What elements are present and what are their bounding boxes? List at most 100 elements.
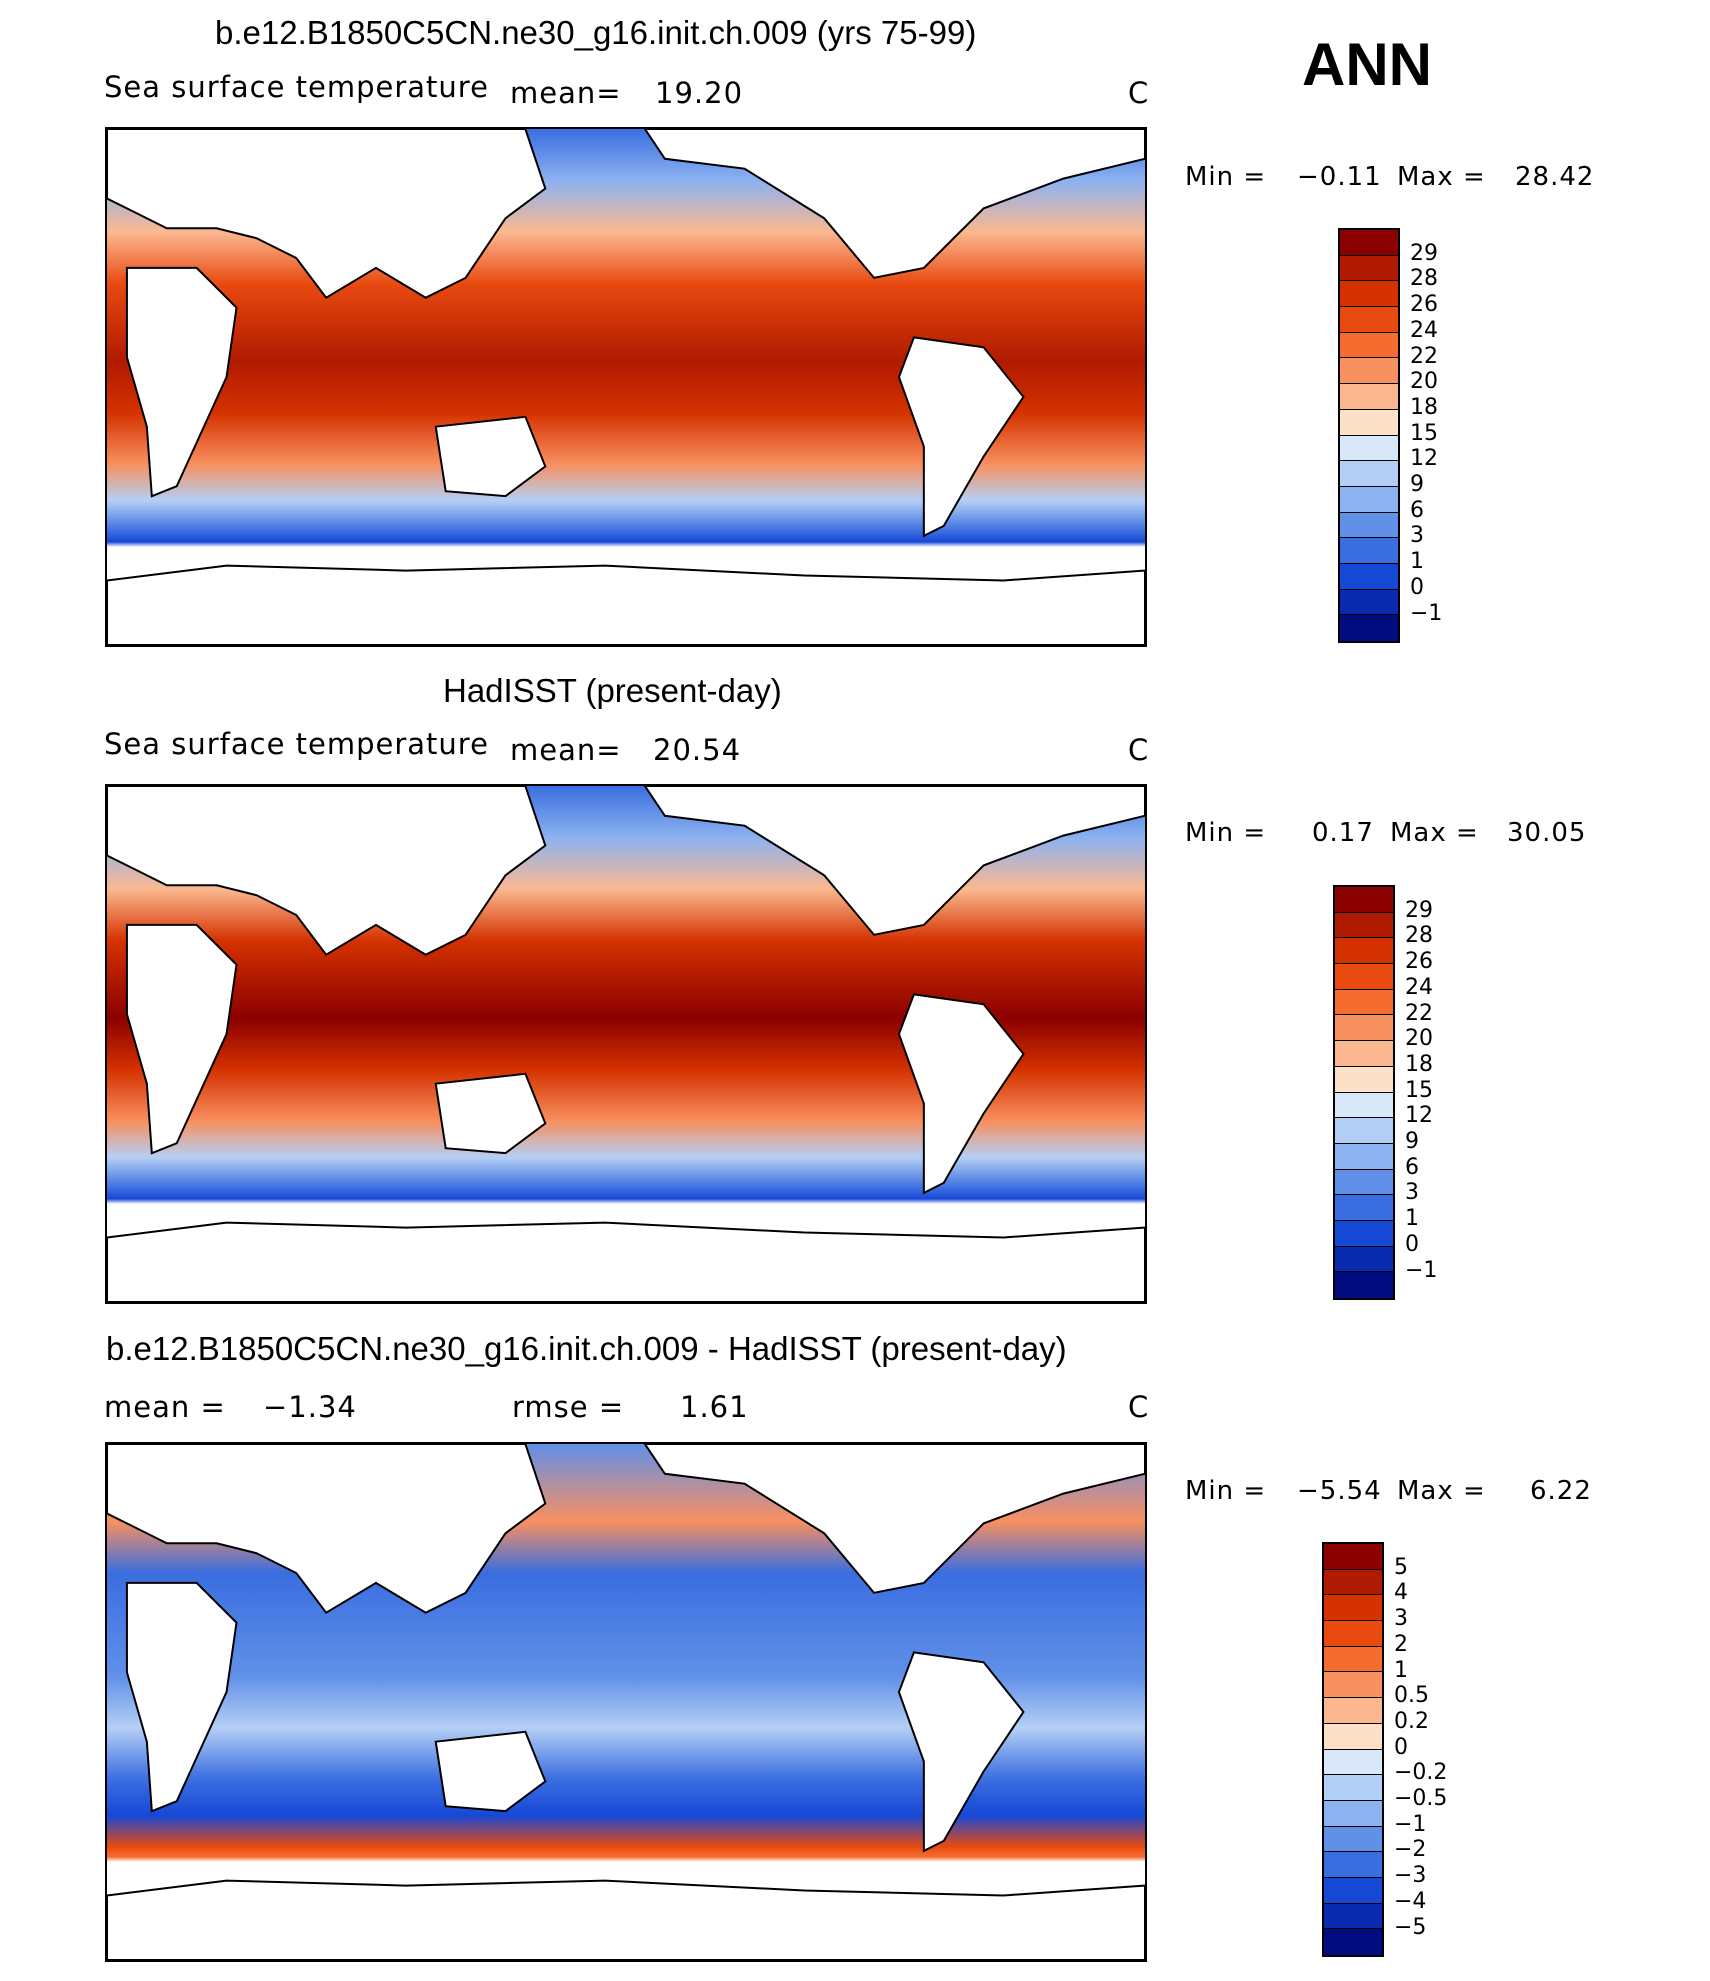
panel-1-map: [105, 127, 1147, 647]
panel-3-map-svg: [107, 1444, 1145, 1960]
colorbar-swatch: [1340, 358, 1398, 385]
panel-2-max-label: Max =: [1390, 818, 1479, 848]
colorbar-tick-label: −4: [1394, 1888, 1427, 1914]
colorbar-tick-label: 0: [1410, 574, 1424, 600]
colorbar-swatch: [1335, 1092, 1393, 1119]
panel-3-max-label: Max =: [1397, 1476, 1486, 1506]
colorbar-swatch: [1340, 615, 1398, 641]
colorbar-swatch: [1335, 1066, 1393, 1093]
panel-3-rmse-label: rmse =: [512, 1390, 625, 1424]
colorbar-swatch: [1340, 486, 1398, 513]
colorbar-tick-label: 6: [1405, 1154, 1419, 1180]
colorbar-tick-label: 28: [1410, 266, 1438, 292]
colorbar-3-box: [1322, 1542, 1384, 1957]
colorbar-tick-label: −1: [1410, 600, 1443, 626]
panel-3-rmse-value: 1.61: [680, 1390, 749, 1424]
colorbar-swatch: [1340, 563, 1398, 590]
panel-3-mean-label: mean =: [104, 1390, 226, 1424]
colorbar-tick-label: 1: [1394, 1657, 1408, 1683]
colorbar-swatch: [1324, 1621, 1382, 1647]
colorbar-tick-label: −1: [1394, 1811, 1427, 1837]
colorbar-swatch: [1335, 938, 1393, 965]
colorbar-swatch: [1340, 461, 1398, 487]
panel-1-min-value: −0.11: [1297, 162, 1382, 192]
panel-1-max-value: 28.42: [1515, 162, 1595, 192]
colorbar-tick-label: 0.2: [1394, 1708, 1429, 1734]
colorbar-swatch: [1335, 964, 1393, 990]
colorbar-tick-label: 1: [1410, 549, 1424, 575]
colorbar-tick-label: 3: [1410, 523, 1424, 549]
panel-2-title: HadISST (present-day): [443, 672, 782, 709]
colorbar-swatch: [1335, 1015, 1393, 1042]
colorbar-swatch: [1340, 512, 1398, 539]
panel-3-title: b.e12.B1850C5CN.ne30_g16.init.ch.009 - H…: [106, 1330, 1067, 1367]
colorbar-swatch: [1324, 1929, 1382, 1955]
colorbar-swatch: [1324, 1544, 1382, 1570]
colorbar-swatch: [1340, 230, 1398, 256]
panel-1-title: b.e12.B1850C5CN.ne30_g16.init.ch.009 (yr…: [215, 14, 977, 51]
colorbar-swatch: [1324, 1749, 1382, 1776]
colorbar-2-box: [1333, 885, 1395, 1300]
colorbar-tick-label: 4: [1394, 1580, 1408, 1606]
panel-3-max-value: 6.22: [1530, 1476, 1592, 1506]
panel-1-mean-value: 19.20: [655, 76, 744, 110]
panel-2-map-svg: [107, 786, 1145, 1302]
colorbar-tick-label: 18: [1405, 1051, 1433, 1077]
panel-3-mean-value: −1.34: [263, 1390, 357, 1424]
colorbar-1-box: [1338, 228, 1400, 643]
colorbar-tick-label: 24: [1405, 974, 1433, 1000]
panel-3-continents: [107, 1444, 1145, 1960]
colorbar-swatch: [1324, 1723, 1382, 1750]
colorbar-tick-label: 15: [1410, 420, 1438, 446]
colorbar-tick-label: 20: [1405, 1026, 1433, 1052]
panel-3-min-label: Min =: [1185, 1476, 1267, 1506]
panel-1-max-label: Max =: [1397, 162, 1486, 192]
colorbar-swatch: [1335, 1195, 1393, 1221]
colorbar-swatch: [1340, 281, 1398, 308]
panel-2-map: [105, 784, 1147, 1304]
colorbar-tick-label: 20: [1410, 369, 1438, 395]
panel-2-units: C: [1128, 733, 1150, 767]
panel-2-continents: [107, 786, 1145, 1302]
colorbar-tick-label: 26: [1410, 292, 1438, 318]
colorbar-swatch: [1340, 435, 1398, 462]
colorbar-swatch: [1340, 332, 1398, 359]
colorbar-tick-label: −2: [1394, 1837, 1427, 1863]
colorbar-swatch: [1340, 255, 1398, 282]
colorbar-swatch: [1324, 1698, 1382, 1724]
colorbar-tick-label: 3: [1394, 1606, 1408, 1632]
colorbar-swatch: [1335, 1118, 1393, 1144]
panel-1-min-label: Min =: [1185, 162, 1267, 192]
colorbar-swatch: [1340, 307, 1398, 333]
colorbar-tick-label: −3: [1394, 1863, 1427, 1889]
colorbar-tick-label: −0.5: [1394, 1786, 1448, 1811]
colorbar-swatch: [1340, 589, 1398, 616]
colorbar-swatch: [1324, 1826, 1382, 1853]
colorbar-swatch: [1324, 1595, 1382, 1622]
colorbar-tick-label: 0.5: [1394, 1683, 1429, 1709]
colorbar-tick-label: 22: [1405, 1000, 1433, 1026]
panel-1-map-svg: [107, 129, 1145, 645]
colorbar-swatch: [1335, 1143, 1393, 1170]
colorbar-swatch: [1324, 1775, 1382, 1801]
colorbar-tick-label: 9: [1405, 1129, 1419, 1154]
colorbar-swatch: [1324, 1800, 1382, 1827]
colorbar-tick-label: 22: [1410, 343, 1438, 369]
colorbar-swatch: [1335, 989, 1393, 1016]
panel-2-subtitle: Sea surface temperature: [104, 727, 489, 761]
panel-1-mean-label: mean=: [510, 76, 622, 110]
colorbar-tick-label: −0.2: [1394, 1760, 1448, 1786]
colorbar-swatch: [1324, 1569, 1382, 1596]
colorbar-tick-label: 9: [1410, 472, 1424, 497]
colorbar-swatch: [1335, 1041, 1393, 1067]
colorbar-swatch: [1335, 912, 1393, 939]
colorbar-tick-label: 0: [1394, 1734, 1408, 1760]
panel-1-continents: [107, 129, 1145, 645]
colorbar-tick-label: 28: [1405, 923, 1433, 949]
colorbar-swatch: [1324, 1903, 1382, 1930]
colorbar-tick-label: 1: [1405, 1206, 1419, 1232]
panel-1-subtitle: Sea surface temperature: [104, 70, 489, 104]
colorbar-tick-label: 29: [1405, 897, 1433, 923]
colorbar-tick-label: 6: [1410, 497, 1424, 523]
panel-1-units: C: [1128, 76, 1150, 110]
